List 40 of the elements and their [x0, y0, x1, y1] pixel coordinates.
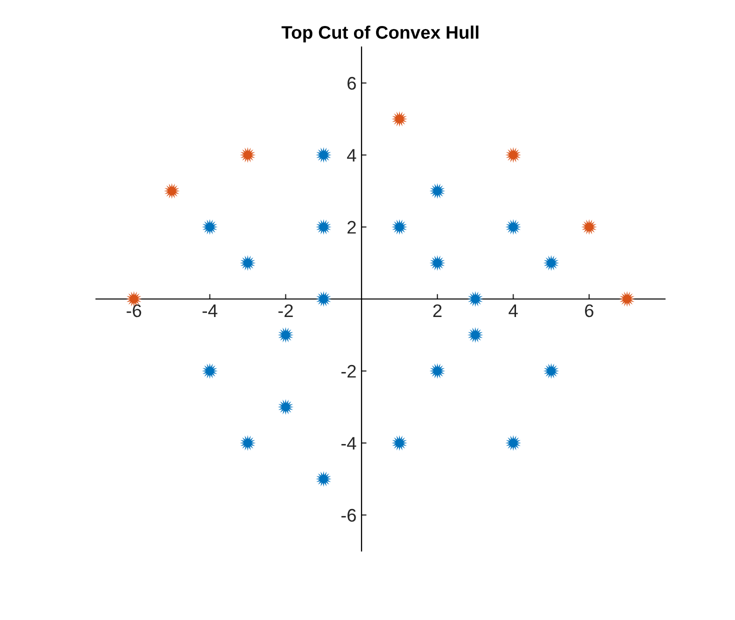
point: [316, 147, 332, 163]
x-tick-label: -4: [202, 304, 218, 317]
point: [392, 111, 408, 127]
point: [467, 327, 484, 343]
point: [543, 363, 560, 379]
x-tick-label: -6: [126, 304, 142, 318]
x-tick-label: -2: [278, 304, 293, 317]
point: [505, 435, 522, 451]
point: [619, 291, 635, 307]
point: [505, 219, 522, 235]
point: [392, 435, 408, 451]
point: [278, 327, 294, 343]
point: [316, 291, 332, 307]
x-tick-label: 6: [585, 304, 594, 318]
y-tick-label: 6: [348, 76, 356, 90]
point: [429, 363, 446, 379]
point: [240, 255, 256, 271]
point: [240, 435, 256, 451]
y-tick-label: -4: [341, 437, 356, 450]
point: [505, 147, 522, 163]
point: [429, 255, 446, 271]
point: [316, 219, 332, 235]
x-tick-label: 2: [433, 304, 442, 317]
point: [429, 183, 446, 199]
point: [543, 255, 560, 271]
point: [202, 219, 218, 235]
point: [278, 399, 294, 415]
y-tick-label: -2: [341, 364, 356, 378]
point: [467, 291, 484, 307]
point: [202, 363, 218, 379]
y-tick-label: 2: [348, 220, 356, 234]
point: [392, 219, 408, 235]
point: [581, 219, 598, 235]
chart-title: Top Cut of Convex Hull: [282, 26, 478, 42]
point: [164, 183, 180, 199]
point: [316, 471, 332, 487]
point: [240, 147, 256, 163]
x-tick-label: 4: [508, 304, 518, 317]
y-tick-label: 4: [347, 149, 356, 162]
y-tick-label: -6: [341, 508, 356, 522]
